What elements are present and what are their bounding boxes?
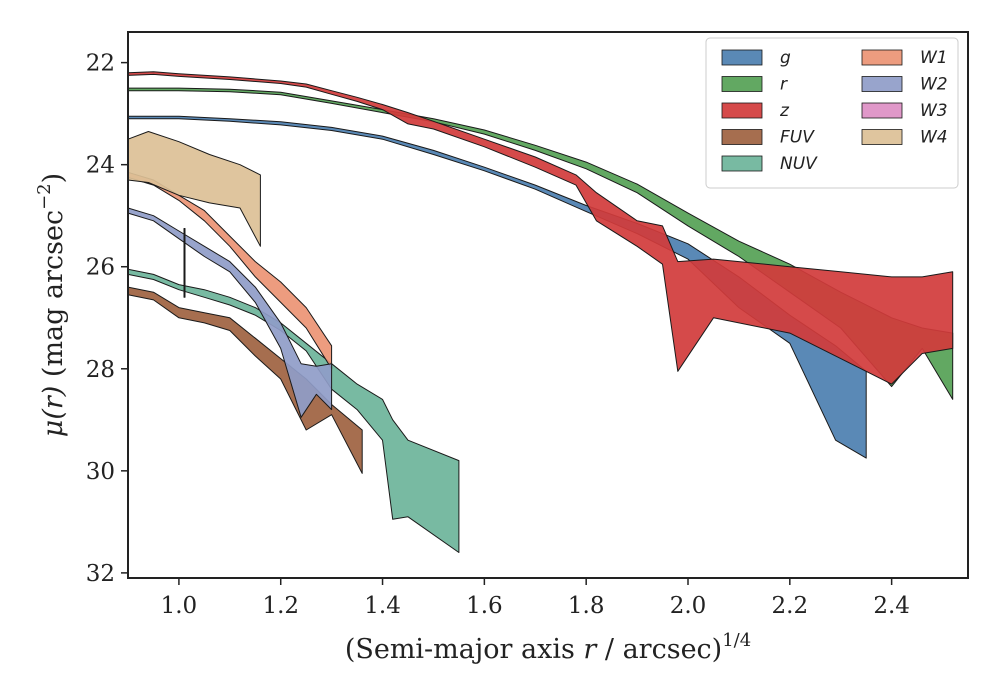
x-tick-label: 2.0 bbox=[670, 593, 707, 619]
x-tick-label: 2.4 bbox=[873, 593, 910, 619]
legend-label-w2: W2 bbox=[920, 75, 948, 95]
band-z bbox=[127, 71, 954, 385]
band-r bbox=[127, 87, 954, 400]
y-axis-label: μ(r) (mag arcsec−2) bbox=[34, 173, 69, 437]
x-tick-label: 1.2 bbox=[262, 593, 299, 619]
y-axis: 22 24 26 28 30 32 bbox=[86, 51, 128, 587]
legend-swatch-nuv bbox=[721, 155, 763, 172]
band-fuv bbox=[127, 286, 363, 474]
y-tick-label: 24 bbox=[86, 153, 115, 179]
y-tick-label: 22 bbox=[86, 51, 115, 77]
legend-label-fuv: FUV bbox=[780, 128, 815, 148]
y-tick-label: 30 bbox=[86, 459, 115, 485]
x-tick-label: 1.6 bbox=[466, 593, 503, 619]
legend-label-z: z bbox=[779, 101, 790, 121]
x-tick-label: 1.0 bbox=[161, 593, 198, 619]
series-bands bbox=[127, 71, 954, 553]
legend-swatch-w3 bbox=[861, 102, 903, 119]
legend: grz FUV NUV W1 W2 W3 W4 bbox=[705, 37, 959, 189]
plot-frame bbox=[127, 31, 969, 579]
x-tick-label: 1.4 bbox=[364, 593, 401, 619]
legend-label-w4: W4 bbox=[920, 128, 948, 148]
band-w2 bbox=[127, 207, 333, 418]
legend-swatch-r bbox=[721, 76, 763, 92]
legend-swatch-w2 bbox=[861, 76, 903, 92]
band-nuv bbox=[127, 268, 460, 553]
legend-swatch-w1 bbox=[861, 49, 903, 66]
legend-label-w3: W3 bbox=[920, 101, 948, 121]
legend-swatch-z bbox=[721, 102, 763, 119]
legend-swatch-g bbox=[721, 49, 763, 66]
legend-swatch-w4 bbox=[861, 129, 903, 145]
y-tick-label: 28 bbox=[86, 357, 115, 383]
x-tick-label: 2.2 bbox=[772, 593, 809, 619]
band-w3 bbox=[183, 228, 186, 298]
legend-swatch-fuv bbox=[721, 129, 763, 145]
x-tick-label: 1.8 bbox=[568, 593, 605, 619]
legend-label-r: r bbox=[780, 75, 788, 95]
legend-label-w1: W1 bbox=[920, 48, 948, 68]
legend-label-g: g bbox=[780, 48, 791, 68]
legend-box bbox=[705, 37, 959, 189]
legend-label-nuv: NUV bbox=[780, 154, 818, 174]
y-tick-label: 26 bbox=[86, 255, 115, 281]
x-axis-label: (Semi-major axis r / arcsec)1/4 bbox=[345, 630, 751, 665]
band-w4 bbox=[127, 131, 261, 247]
x-axis: 1.0 1.2 1.4 1.6 1.8 2.0 2.2 2.4 bbox=[161, 578, 910, 619]
y-tick-label: 32 bbox=[86, 561, 115, 587]
